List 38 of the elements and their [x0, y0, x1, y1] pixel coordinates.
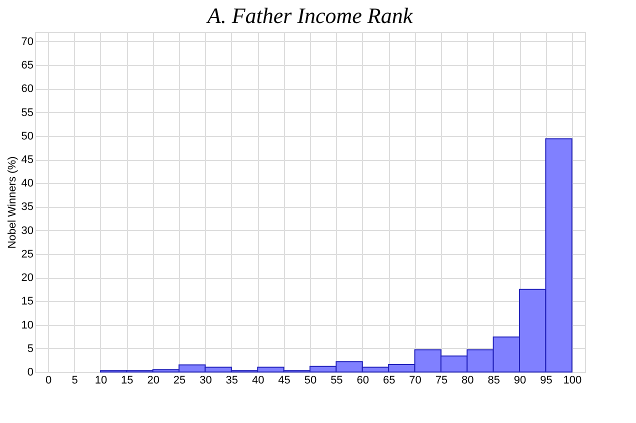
- x-tick-label: 5: [72, 374, 78, 386]
- x-tick-label: 10: [94, 374, 108, 386]
- x-tick-label: 20: [147, 374, 160, 386]
- y-tick-label: 35: [21, 201, 34, 214]
- y-tick-label: 10: [21, 319, 34, 332]
- x-tick-label: 70: [409, 374, 422, 386]
- y-tick-label: 70: [21, 36, 34, 48]
- y-tick-label: 50: [21, 130, 34, 142]
- y-tick-label: 45: [21, 154, 34, 166]
- x-tick-label: 100: [563, 374, 582, 386]
- x-tick-label: 60: [356, 374, 370, 386]
- x-tick-label: 30: [200, 374, 212, 386]
- y-tick-label: 20: [21, 272, 34, 284]
- x-tick-label: 15: [121, 374, 134, 386]
- y-tick-label: 15: [21, 296, 34, 308]
- y-tick-label: 40: [21, 178, 34, 190]
- x-tick-label: 85: [488, 374, 500, 386]
- y-tick-label: 5: [27, 342, 34, 355]
- y-tick-label: 65: [21, 60, 34, 72]
- x-tick-label: 45: [278, 374, 290, 386]
- y-tick-label: 60: [21, 83, 34, 96]
- x-tick-label: 90: [514, 374, 526, 386]
- y-tick-label: 25: [21, 248, 34, 260]
- x-tick-label: 75: [435, 374, 448, 386]
- y-tick-label: 0: [27, 366, 34, 378]
- x-tick-label: 50: [304, 374, 317, 386]
- x-tick-label: 35: [226, 374, 238, 386]
- x-tick-label: 40: [252, 374, 264, 386]
- x-tick-label: 80: [462, 374, 474, 386]
- x-tick-label: 0: [46, 374, 52, 386]
- chart-title: A. Father Income Rank: [205, 3, 414, 28]
- x-tick-label: 65: [382, 374, 396, 386]
- y-tick-label: 30: [21, 224, 34, 237]
- y-tick-label: 55: [21, 106, 34, 119]
- x-tick-label: 95: [540, 374, 552, 386]
- y-axis-title: Nobel Winners (%): [6, 156, 18, 249]
- x-tick-label: 55: [330, 374, 343, 386]
- x-tick-label: 25: [173, 374, 186, 386]
